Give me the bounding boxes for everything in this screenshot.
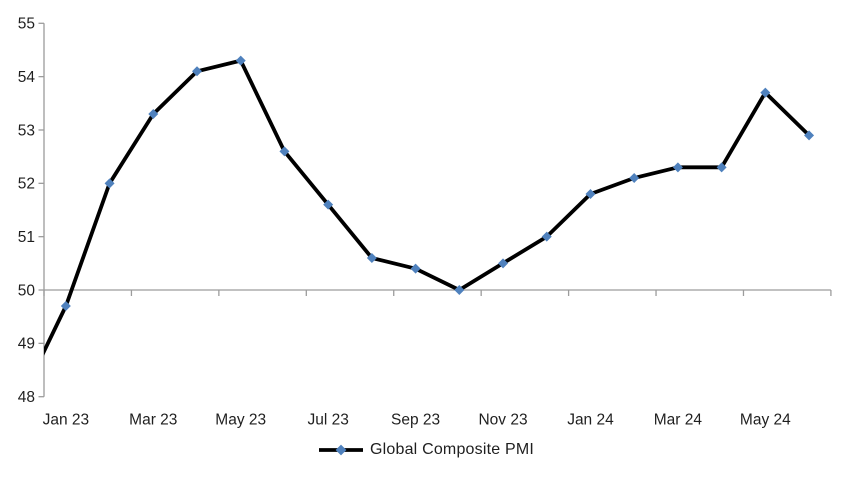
x-axis-tick-label: Jan 23 [43, 412, 90, 429]
legend: Global Composite PMI [0, 441, 852, 459]
data-point-marker [629, 172, 640, 183]
y-axis-tick-label: 50 [18, 282, 36, 299]
legend-line-marker-icon [318, 444, 363, 456]
data-point-marker [760, 87, 771, 98]
data-point-marker [672, 162, 683, 173]
x-axis-tick-label: Nov 23 [478, 412, 527, 429]
y-axis-tick-label: 51 [18, 229, 35, 246]
data-point-marker [804, 130, 815, 141]
data-point-marker [104, 178, 115, 189]
data-point-marker [366, 253, 377, 264]
x-axis-tick-label: Jul 23 [307, 412, 348, 429]
y-axis-tick-label: 54 [18, 69, 36, 86]
data-point-marker [541, 231, 552, 242]
data-point-marker [498, 258, 509, 269]
x-axis-tick-label: Mar 24 [654, 412, 703, 429]
y-axis-tick-label: 52 [18, 176, 35, 193]
y-axis-tick-label: 55 [18, 16, 35, 33]
data-point-marker [235, 55, 246, 66]
data-point-marker [454, 285, 465, 296]
data-point-marker [60, 301, 71, 312]
series-line-global-composite-pmi [44, 58, 811, 356]
x-axis-tick-label: May 24 [740, 412, 791, 429]
x-axis-tick-label: May 23 [215, 412, 266, 429]
x-axis-tick-label: Mar 23 [129, 412, 177, 429]
data-point-marker [148, 108, 159, 119]
y-axis-tick-label: 48 [18, 389, 35, 406]
data-point-marker [410, 263, 421, 274]
data-point-marker [585, 188, 596, 199]
data-point-marker [279, 146, 290, 157]
data-point-marker [716, 162, 727, 173]
legend-label: Global Composite PMI [369, 441, 535, 458]
y-axis-tick-label: 49 [18, 336, 35, 353]
data-point-marker [323, 199, 334, 210]
data-point-marker [192, 66, 203, 77]
y-axis-tick-label: 53 [18, 122, 35, 139]
x-axis-tick-label: Sep 23 [391, 412, 440, 429]
x-axis-tick-label: Jan 24 [567, 412, 614, 429]
